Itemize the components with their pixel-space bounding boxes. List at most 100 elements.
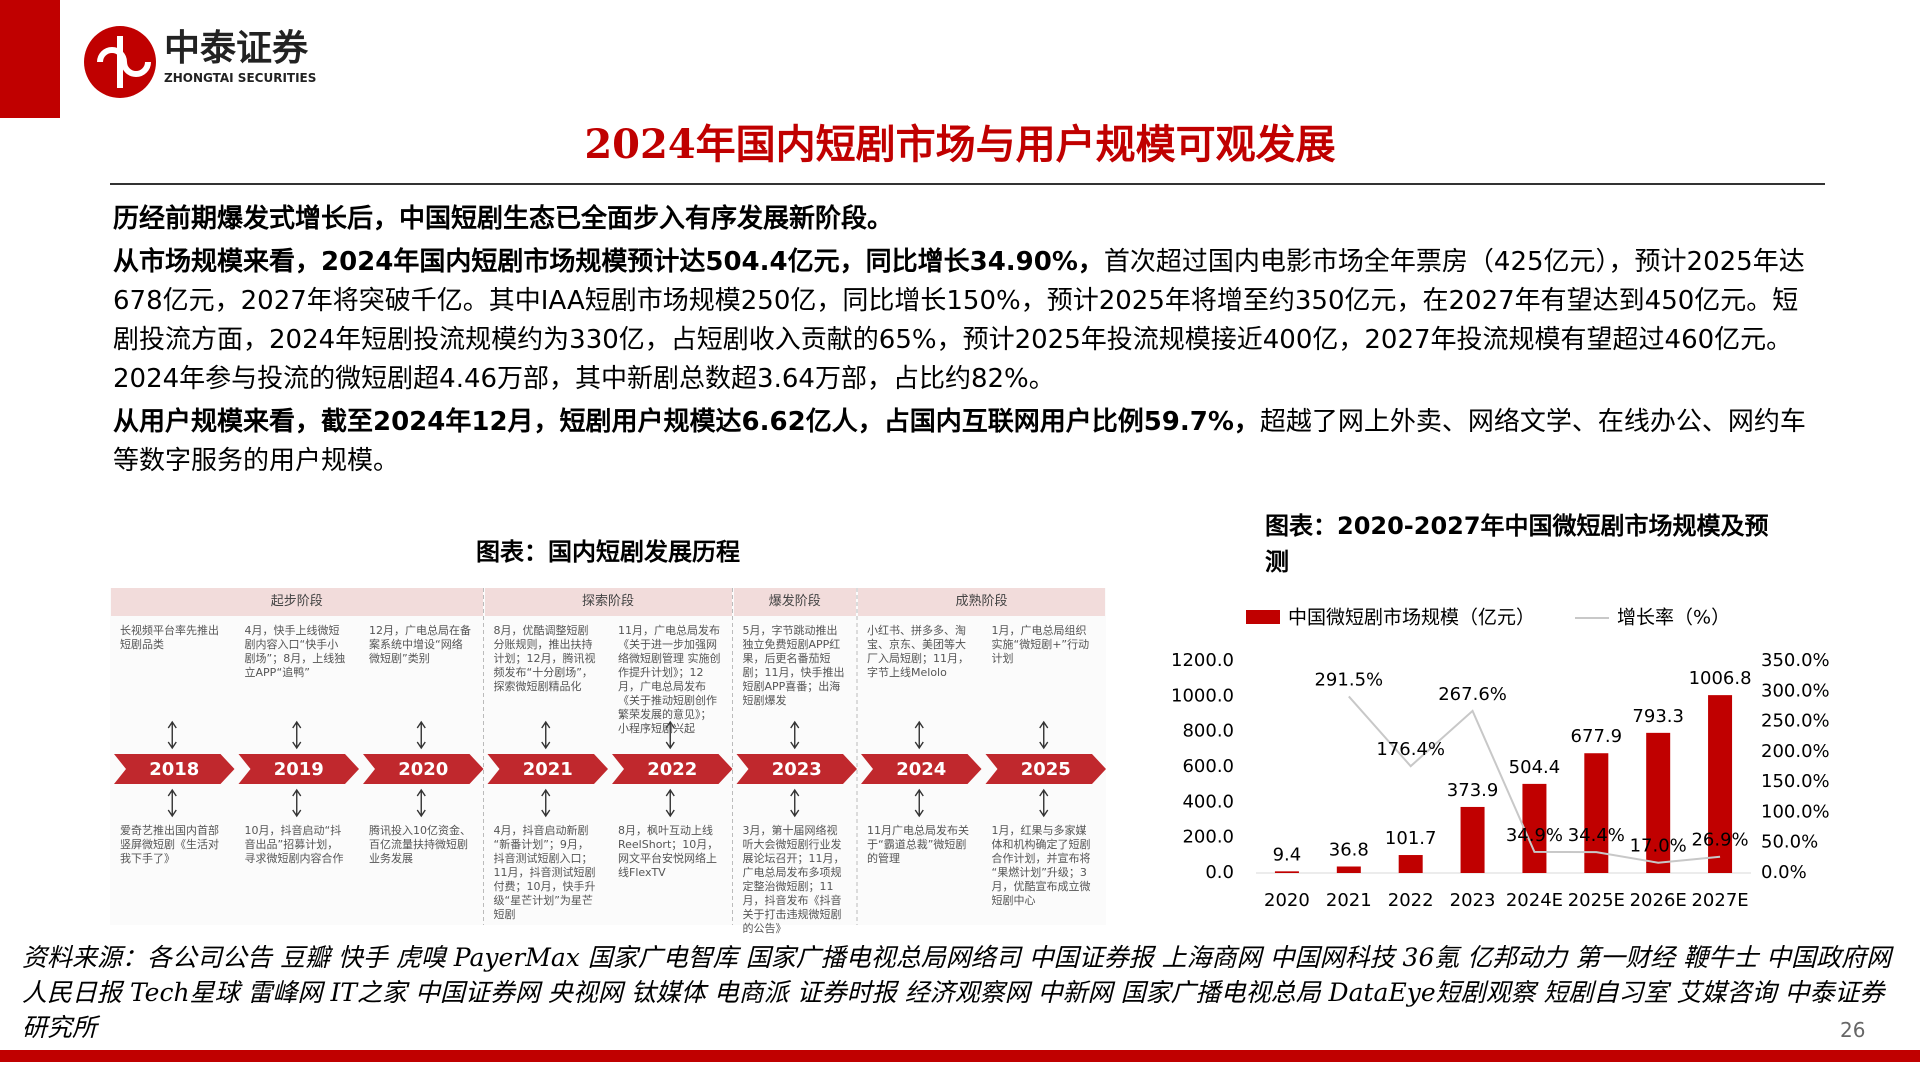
y-tick-label: 0.0 — [1205, 862, 1234, 883]
connector-arrow — [167, 720, 177, 750]
year-label: 2019 — [274, 759, 324, 780]
phase-label: 成熟阶段 — [858, 588, 1105, 616]
year-label: 2018 — [149, 759, 199, 780]
connector-arrow — [292, 788, 302, 818]
y-tick-label: 800.0 — [1182, 721, 1234, 742]
event-bottom: 爱奇艺推出国内首部竖屏微短剧《生活对我下手了》 — [120, 824, 219, 865]
y-tick-label: 200.0 — [1182, 827, 1234, 848]
x-tick-label: 2021 — [1326, 890, 1372, 911]
bar — [1460, 806, 1485, 873]
figure-title: 图表：国内短剧发展历程 — [476, 538, 740, 566]
line-value-label: 34.4% — [1568, 825, 1625, 846]
year-arrow — [736, 754, 857, 784]
event-top: 8月，优酷调整短剧分账规则，推出扶持计划；12月，腾讯视频发布“十分剧场”，探索… — [493, 624, 596, 693]
bottom-bar — [0, 1050, 1920, 1062]
line-value-label: 291.5% — [1314, 669, 1383, 690]
connector-arrow — [416, 788, 426, 818]
bar — [1398, 855, 1423, 873]
corner-bar — [0, 0, 60, 118]
year-label: 2021 — [523, 759, 573, 780]
line-value-label: 17.0% — [1630, 836, 1687, 857]
x-tick-label: 2027E — [1691, 890, 1748, 911]
connector-arrow — [914, 720, 924, 750]
paragraph: 从用户规模来看，截至2024年12月，短剧用户规模达6.62亿人，占国内互联网用… — [113, 403, 1813, 481]
y2-tick-label: 100.0% — [1761, 801, 1830, 822]
connector-arrow — [665, 720, 675, 750]
logo-text: 中泰证券 — [164, 28, 309, 69]
body-text: 历经前期爆发式增长后，中国短剧生态已全面步入有序发展新阶段。 从市场规模来看，2… — [113, 200, 1813, 485]
year-label: 2025 — [1021, 759, 1071, 780]
phase-label: 爆发阶段 — [733, 588, 856, 616]
event-top: 4月，快手上线微短剧内容入口“快手小剧场”；8月，上线独立APP“追鸭” — [244, 624, 346, 679]
paragraph: 历经前期爆发式增长后，中国短剧生态已全面步入有序发展新阶段。 — [113, 200, 1813, 239]
year-arrow — [487, 754, 608, 784]
connector-arrow — [292, 720, 302, 750]
y-tick-label: 1200.0 — [1171, 650, 1234, 671]
bar — [1708, 695, 1733, 873]
bar-value-label: 677.9 — [1571, 726, 1623, 747]
year-label: 2020 — [398, 759, 448, 780]
y2-tick-label: 50.0% — [1761, 832, 1818, 853]
y-tick-label: 400.0 — [1182, 791, 1234, 812]
year-arrow — [985, 754, 1106, 784]
text: 首次超过国内电影市场全年票房（425亿元），预计2025年达678亿元，2027… — [113, 247, 1805, 394]
connector-arrow — [541, 788, 551, 818]
year-label: 2024 — [896, 759, 946, 780]
connector-arrow — [416, 720, 426, 750]
bar-value-label: 1006.8 — [1689, 668, 1752, 689]
event-bottom: 3月，第十届网络视听大会微短剧行业发展论坛召开；11月，广电总局发布多项规定整治… — [742, 824, 845, 935]
year-arrow — [363, 754, 484, 784]
event-bottom: 11月广电总局发布关于“霸道总裁”微短剧的管理 — [867, 824, 969, 865]
y2-tick-label: 350.0% — [1761, 650, 1830, 671]
event-top: 12月，广电总局在备案系统中增设“网络微短剧”类别 — [369, 624, 471, 665]
connector-arrow — [541, 720, 551, 750]
page-number: 26 — [1840, 1018, 1866, 1042]
event-top: 5月，字节跳动推出独立免费短剧APP红果，后更名番茄短剧；11月，快手推出短剧A… — [742, 624, 845, 707]
connector-arrow — [790, 720, 800, 750]
bar — [1646, 732, 1671, 873]
y-tick-label: 600.0 — [1182, 756, 1234, 777]
x-tick-label: 2026E — [1630, 890, 1687, 911]
bar-value-label: 36.8 — [1329, 839, 1369, 860]
legend-label: 增长率（%） — [1617, 607, 1730, 629]
bold-text: 从用户规模来看，截至2024年12月，短剧用户规模达6.62亿人，占国内互联网用… — [113, 407, 1260, 437]
connector-arrow — [1039, 720, 1049, 750]
y2-tick-label: 200.0% — [1761, 741, 1830, 762]
y-tick-label: 1000.0 — [1171, 685, 1234, 706]
bold-text: 历经前期爆发式增长后，中国短剧生态已全面步入有序发展新阶段。 — [113, 204, 894, 234]
connector-arrow — [914, 788, 924, 818]
x-tick-label: 2022 — [1388, 890, 1434, 911]
logo-subtext: ZHONGTAI SECURITIES — [164, 71, 316, 85]
connector-arrow — [1039, 788, 1049, 818]
year-arrow — [114, 754, 235, 784]
bar-value-label: 101.7 — [1385, 828, 1437, 849]
connector-arrow — [790, 788, 800, 818]
bar-value-label: 373.9 — [1447, 780, 1499, 801]
event-bottom: 腾讯投入10亿资金、百亿流量扶持微短剧业务发展 — [369, 824, 471, 865]
year-label: 2023 — [772, 759, 822, 780]
event-bottom: 4月，抖音启动新剧“新番计划”；9月，抖音测试短剧入口；11月，抖音测试短剧付费… — [493, 824, 596, 921]
phase-label: 探索阶段 — [484, 588, 732, 616]
text: 超越了网上外卖、网络文学、在线办公、网约车等数字服务的用户规模。 — [113, 407, 1806, 476]
line-value-label: 267.6% — [1438, 684, 1507, 705]
timeline: 2018 2019 2020 2021 2022 2023 2024 2025 起步阶段 长视频平… — [110, 588, 1106, 935]
bar — [1336, 866, 1361, 873]
bar — [1522, 783, 1547, 873]
paragraph: 从市场规模来看，2024年国内短剧市场规模预计达504.4亿元，同比增长34.9… — [113, 243, 1813, 399]
event-bottom: 8月，枫叶互动上线ReelShort；10月，网文平台安悦网络上线FlexTV — [618, 824, 719, 879]
source-note: 资料来源：各公司公告 豆瓣 快手 虎嗅 PayerMax 国家广电智库 国家广播… — [22, 943, 1892, 1042]
bar — [1274, 871, 1299, 873]
logo-glyph — [97, 36, 151, 88]
year-arrow — [861, 754, 982, 784]
event-top: 1月，广电总局组织实施“微短剧+”行动计划 — [991, 624, 1090, 665]
y2-tick-label: 250.0% — [1761, 711, 1830, 732]
x-tick-label: 2023 — [1450, 890, 1496, 911]
y2-tick-label: 300.0% — [1761, 680, 1830, 701]
line-value-label: 26.9% — [1691, 830, 1748, 851]
legend-swatch — [1246, 610, 1280, 624]
event-bottom: 10月，抖音启动“抖音出品”招募计划，寻求微短剧内容合作 — [244, 824, 344, 865]
event-bottom: 1月，红果与多家媒体和机构确定了短剧合作计划，并宣布将“果燃计划”升级；3月，优… — [991, 824, 1091, 907]
line-value-label: 176.4% — [1376, 739, 1445, 760]
